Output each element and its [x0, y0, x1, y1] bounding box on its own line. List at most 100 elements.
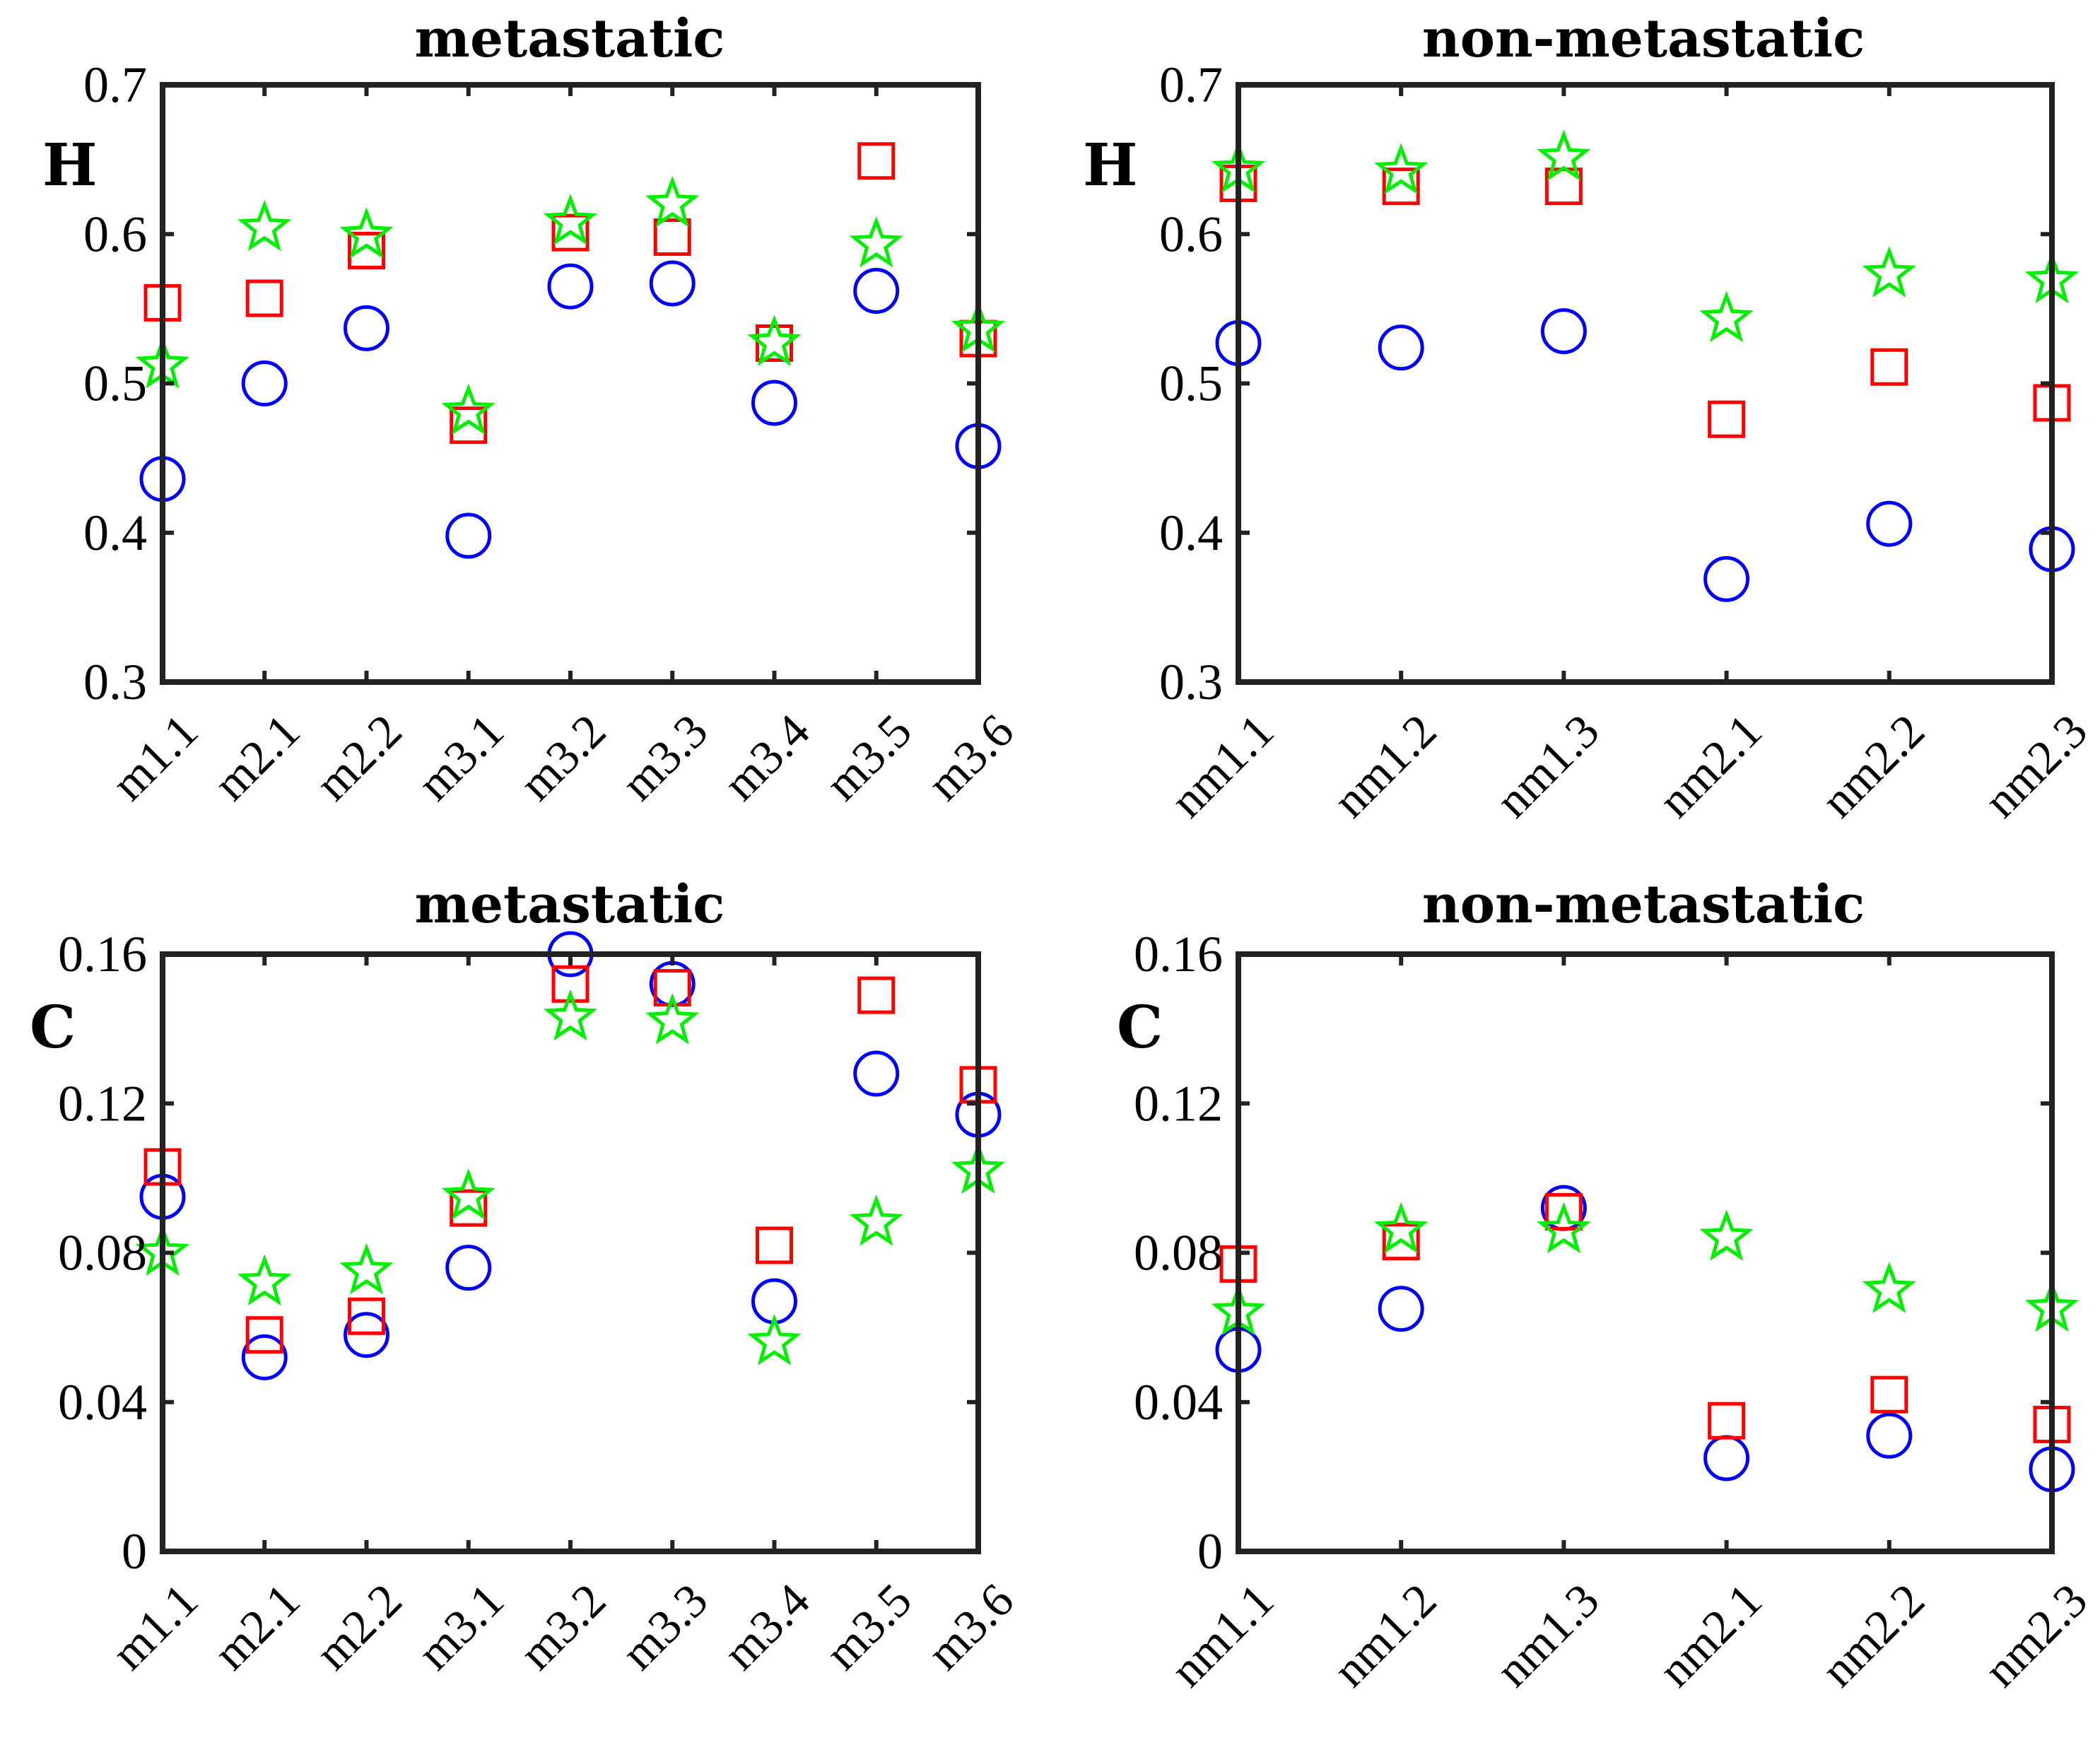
x-tick-label: nm1.3	[1485, 704, 1609, 828]
data-point-star	[1537, 129, 1591, 181]
data-point-square	[653, 969, 691, 1007]
data-point-star	[237, 1254, 292, 1306]
panel-title: metastatic	[415, 8, 725, 69]
data-point-square	[653, 218, 691, 256]
y-tick-label: 0.6	[83, 206, 147, 262]
data-point-square	[756, 324, 793, 362]
data-point-square	[756, 1226, 793, 1264]
x-tick-label: nm1.1	[1160, 1573, 1284, 1697]
x-tick-label: m2.2	[305, 704, 412, 811]
panel-title: metastatic	[415, 874, 725, 935]
data-point-star	[1374, 143, 1429, 194]
x-tick-label: m3.4	[713, 704, 820, 811]
x-tick-label: nm2.2	[1811, 1573, 1935, 1697]
data-point-star	[1862, 246, 1916, 298]
data-point-circle	[1703, 1435, 1750, 1481]
x-tick-label: m3.5	[815, 1573, 922, 1680]
y-tick-label: 0.12	[58, 1075, 147, 1132]
data-point-circle	[1866, 1412, 1913, 1459]
x-tick-label: nm1.1	[1160, 704, 1284, 828]
data-point-square	[348, 231, 385, 269]
x-tick-label: nm2.2	[1811, 704, 1935, 828]
y-tick-label: 0.6	[1159, 206, 1223, 262]
x-tick-label: m3.1	[407, 704, 514, 811]
y-axis-label: C	[30, 994, 76, 1062]
y-tick-label: 0.3	[1159, 654, 1223, 710]
x-tick-label: m3.4	[713, 1573, 820, 1680]
x-tick-label: m3.2	[509, 1573, 616, 1680]
y-tick-label: 0.3	[83, 654, 147, 710]
x-tick-label: m1.1	[101, 1573, 208, 1680]
data-point-star	[543, 989, 598, 1041]
x-tick-label: m3.2	[509, 704, 616, 811]
data-point-square	[857, 976, 896, 1014]
data-point-circle	[1703, 556, 1750, 602]
data-point-square	[1382, 168, 1420, 206]
x-tick-label: m3.6	[917, 704, 1023, 811]
data-point-circle	[344, 1312, 389, 1358]
y-tick-label: 0.4	[83, 505, 147, 561]
axes-frame	[160, 951, 981, 1554]
data-point-star	[441, 383, 495, 435]
data-point-square	[1544, 1192, 1583, 1231]
data-point-square	[1870, 1375, 1908, 1414]
panel-nonmetastatic-h: non-metastatic H 0.3 0.4 0.5 0.6 0.7 nm1.1 nm1…	[1083, 8, 2097, 828]
panel-nonmetastatic-c: non-metastatic C 0 0.04 0.08 0.12 0.16 nm1.1 n…	[1117, 874, 2097, 1697]
data-point-circle	[1540, 308, 1587, 355]
data-point-circle	[853, 1050, 900, 1097]
data-point-star	[747, 315, 802, 366]
data-point-square	[551, 965, 589, 1003]
y-tick-label: 0.16	[1134, 926, 1223, 982]
y-tick-label: 0.7	[1159, 57, 1223, 113]
data-point-star	[849, 216, 903, 268]
data-point-square	[857, 142, 896, 180]
y-tick-label: 0.04	[58, 1374, 147, 1431]
x-tick-label: nm2.3	[1973, 1573, 2097, 1697]
y-tick-label: 0.16	[58, 926, 147, 982]
y-tick-label: 0.5	[1159, 356, 1223, 412]
x-tick-label: m3.1	[407, 1573, 514, 1680]
panel-title: non-metastatic	[1422, 8, 1865, 69]
x-tick-label: m3.5	[815, 704, 922, 811]
data-point-star	[1537, 1202, 1591, 1254]
data-point-circle	[853, 268, 900, 315]
y-axis-label: C	[1117, 994, 1163, 1062]
data-point-circle	[1866, 500, 1913, 547]
x-tick-label: nm2.1	[1648, 1573, 1772, 1697]
y-axis-label: H	[42, 131, 97, 199]
y-tick-label: 0.4	[1159, 505, 1223, 561]
data-point-star	[645, 993, 700, 1045]
data-point-circle	[241, 360, 288, 406]
data-point-star	[1699, 1209, 1754, 1261]
data-point-circle	[445, 1245, 492, 1291]
panel-metastatic-h: metastatic H 0.3 0.4 0.5 0.6 0.7 m1.1m2.1m2.2…	[42, 8, 1023, 811]
x-tick-label: nm1.2	[1322, 1573, 1446, 1697]
data-point-square	[245, 1316, 283, 1354]
data-point-circle	[1378, 1286, 1424, 1332]
x-tick-label: nm2.1	[1648, 704, 1772, 828]
y-tick-label: 0.08	[1134, 1225, 1223, 1281]
y-tick-label: 0.5	[83, 356, 147, 412]
data-point-square	[348, 1297, 385, 1335]
y-tick-label: 0.7	[83, 57, 147, 113]
data-point-square	[450, 1189, 488, 1227]
y-tick-label: 0	[122, 1523, 147, 1580]
data-point-star	[1862, 1262, 1916, 1313]
data-point-square	[450, 406, 488, 445]
y-tick-label: 0.12	[1134, 1075, 1223, 1132]
data-point-circle	[445, 512, 492, 559]
panel-title: non-metastatic	[1422, 874, 1865, 935]
data-point-square	[1708, 1402, 1746, 1440]
data-point-star	[1374, 1202, 1429, 1254]
data-point-square	[551, 213, 589, 252]
x-tick-label: m1.1	[101, 704, 208, 811]
panel-metastatic-c: metastatic C 0 0.04 0.08 0.12 0.16 m1.1m2.1m2…	[30, 874, 1023, 1680]
x-tick-label: m2.1	[203, 704, 310, 811]
y-tick-label: 0.04	[1134, 1374, 1223, 1431]
data-point-square	[245, 279, 283, 317]
x-tick-label: nm2.3	[1973, 704, 2097, 828]
x-tick-label: nm1.2	[1322, 704, 1446, 828]
data-point-circle	[649, 260, 696, 307]
data-point-star	[645, 175, 700, 228]
